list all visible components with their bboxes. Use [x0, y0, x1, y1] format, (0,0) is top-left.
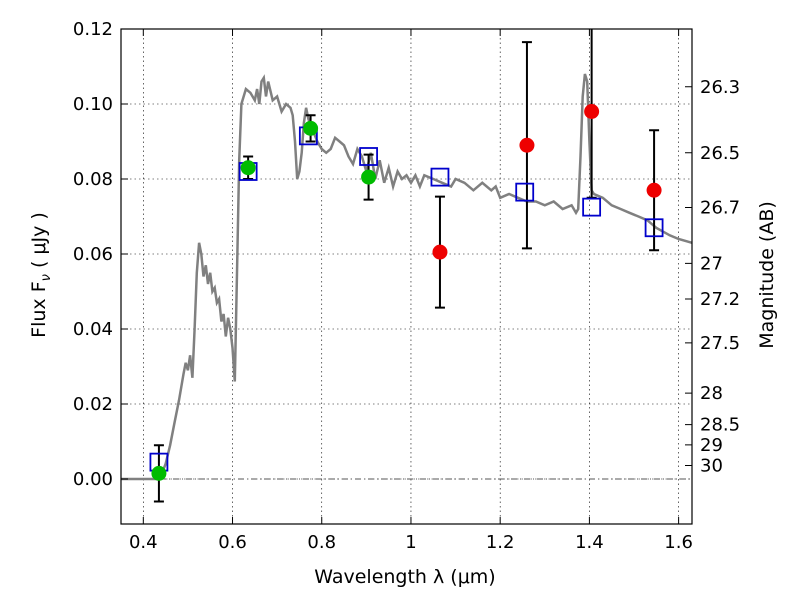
green-data-point: [240, 160, 256, 176]
model-square-marker: [582, 197, 602, 217]
y-tick-label: 0.02: [73, 394, 113, 415]
right-tick-label: 27.2: [700, 289, 740, 310]
right-axis-title: Magnitude (AB): [756, 201, 778, 349]
x-axis-title: Wavelength λ (μm): [314, 566, 495, 588]
green-data-point: [303, 120, 319, 136]
y-tick-label: 0.08: [73, 169, 113, 190]
red-data-point: [432, 244, 448, 260]
y-tick-label: 0.10: [73, 94, 113, 115]
model-spectrum-line: [121, 73, 693, 481]
y-axis-title-unit: ( μJy ): [28, 212, 50, 274]
right-tick-label: 28: [700, 383, 723, 404]
right-tick-label: 26.7: [700, 198, 740, 219]
right-tick-label: 27: [700, 253, 723, 274]
grid-lines: [121, 28, 692, 524]
green-data-point: [151, 465, 167, 481]
plot-frame: [120, 28, 693, 525]
x-tick-label: 0.6: [218, 532, 247, 553]
red-data-point: [646, 182, 662, 198]
axis-ticks: 0.4 0.6 0.8 1 1.2 1.4 1.6 0.00 0.02 0.04 0.06 0.08 0…: [73, 19, 740, 553]
data-points: [149, 29, 664, 503]
model-square-marker: [430, 167, 450, 187]
red-data-point: [584, 104, 600, 119]
y-tick-label: 0.06: [73, 244, 113, 265]
model-square-marker: [359, 147, 378, 166]
right-tick-label: 28.5: [700, 415, 740, 436]
y-tick-label: 0.12: [73, 19, 113, 40]
right-tick-label: 27.5: [700, 333, 740, 354]
x-tick-label: 1.4: [575, 532, 604, 553]
x-tick-label: 0.4: [129, 532, 158, 553]
model-square-marker: [644, 218, 664, 238]
model-square-marker: [515, 182, 535, 202]
right-tick-label: 26.3: [700, 77, 740, 98]
right-tick-label: 30: [700, 456, 723, 477]
right-tick-label: 26.5: [700, 143, 740, 164]
y-axis-title-sub: ν: [39, 274, 54, 281]
x-tick-label: 0.8: [307, 532, 336, 553]
x-tick-label: 1: [405, 532, 416, 553]
y-tick-label: 0.00: [73, 469, 113, 490]
x-tick-label: 1.2: [486, 532, 515, 553]
y-axis-title-main: Flux F: [28, 281, 50, 337]
x-tick-label: 1.6: [664, 532, 693, 553]
red-data-point: [519, 137, 535, 153]
y-axis-title: Flux Fν ( μJy ): [28, 212, 54, 338]
y-tick-label: 0.04: [73, 319, 113, 340]
green-data-point: [361, 169, 377, 185]
right-tick-label: 29: [700, 435, 723, 456]
